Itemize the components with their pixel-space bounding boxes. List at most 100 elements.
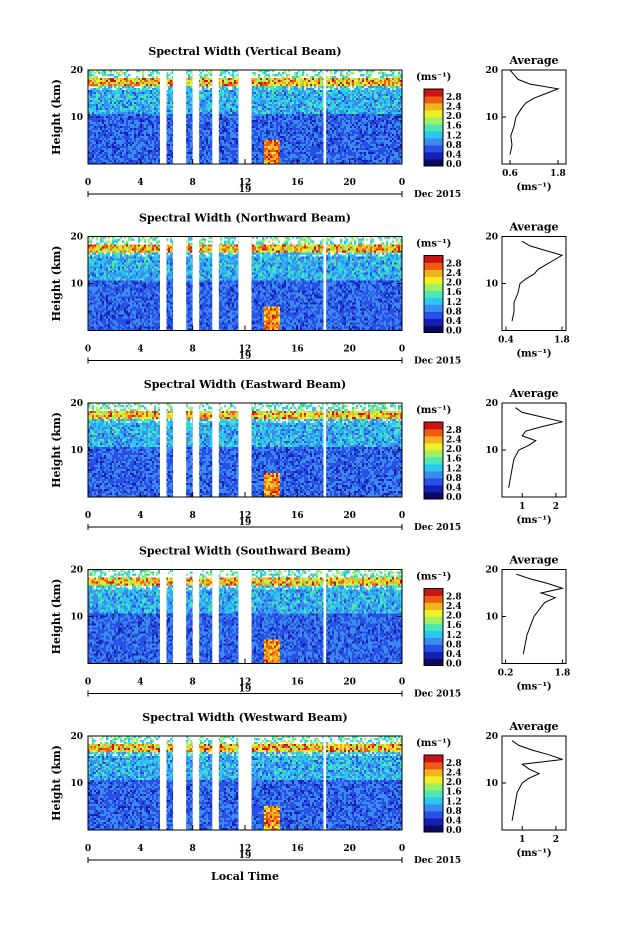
avg-profile-line <box>512 241 562 321</box>
panel-title: Spectral Width (Westward Beam) <box>142 711 347 724</box>
x-tick-label: 0 <box>85 678 91 688</box>
avg-y-tick-label: 10 <box>485 113 498 123</box>
avg-x-tick-label: 2 <box>553 502 559 512</box>
colorbar-swatch <box>424 89 443 96</box>
colorbar-swatch <box>424 471 443 478</box>
data-gap <box>173 69 186 164</box>
x-tick-label: 0 <box>399 178 405 188</box>
data-gap <box>212 735 219 830</box>
colorbar-tick-label: 0.0 <box>446 660 462 670</box>
data-gap <box>173 236 186 331</box>
colorbar-swatch <box>424 117 443 124</box>
colorbar-tick-label: 2.4 <box>446 436 462 446</box>
data-gap <box>173 569 186 664</box>
colorbar-swatch <box>424 464 443 471</box>
data-gap <box>238 402 251 497</box>
x-tick-label: 16 <box>291 678 304 688</box>
x-tick-label: 16 <box>291 345 304 355</box>
colorbar-tick-label: 0.8 <box>446 141 462 151</box>
avg-title: Average <box>508 221 558 234</box>
data-gap <box>160 236 167 331</box>
avg-profile-line <box>512 741 563 821</box>
y-axis-label: Height (km) <box>50 579 63 655</box>
x-tick-label: 0 <box>85 844 91 854</box>
avg-title: Average <box>508 387 558 400</box>
colorbar-tick-label: 2.8 <box>446 593 462 603</box>
colorbar-swatch <box>424 610 443 617</box>
x-tick-label: 0 <box>85 178 91 188</box>
avg-x-tick-label: 1 <box>519 502 525 512</box>
avg-y-tick-label: 20 <box>485 399 498 409</box>
colorbar-tick-label: 0.8 <box>446 474 462 484</box>
y-tick-label: 20 <box>70 399 83 409</box>
x-tick-label: 8 <box>190 678 196 688</box>
data-gap <box>193 69 200 164</box>
panel-title: Spectral Width (Vertical Beam) <box>148 45 341 58</box>
avg-y-tick-label: 20 <box>485 566 498 576</box>
colorbar-swatch <box>424 131 443 138</box>
y-tick-label: 20 <box>70 566 83 576</box>
x-tick-label: 0 <box>85 345 91 355</box>
panel-title: Spectral Width (Eastward Beam) <box>144 378 346 391</box>
colorbar-swatch <box>424 631 443 638</box>
panel-title: Spectral Width (Southward Beam) <box>139 545 351 558</box>
figure-svg: Spectral Width (Vertical Beam)1020Height… <box>0 0 622 929</box>
avg-x-tick-label: 1.8 <box>554 336 570 346</box>
colorbar-unit: (ms⁻¹) <box>416 572 451 583</box>
colorbar-tick-label: 0.0 <box>446 493 462 503</box>
y-tick-label: 20 <box>70 233 83 243</box>
date-label: Dec 2015 <box>414 523 461 533</box>
panel-title: Spectral Width (Northward Beam) <box>139 212 351 225</box>
avg-y-tick-label: 10 <box>485 613 498 623</box>
colorbar-tick-label: 1.6 <box>446 621 462 631</box>
data-gap <box>193 236 200 331</box>
colorbar-tick-label: 0.8 <box>446 807 462 817</box>
avg-unit: (ms⁻¹) <box>516 349 551 360</box>
avg-frame <box>502 403 566 497</box>
colorbar-swatch <box>424 152 443 159</box>
x-tick-label: 20 <box>343 844 356 854</box>
colorbar-swatch <box>424 319 443 326</box>
colorbar-swatch <box>424 624 443 631</box>
x-tick-label: 20 <box>343 345 356 355</box>
x-tick-label: 4 <box>137 511 143 521</box>
colorbar-tick-label: 2.4 <box>446 769 462 779</box>
x-tick-label: 4 <box>137 844 143 854</box>
colorbar-tick-label: 2.4 <box>446 269 462 279</box>
colorbar-swatch <box>424 270 443 277</box>
avg-x-tick-label: 0.4 <box>498 336 514 346</box>
x-tick-label: 8 <box>190 844 196 854</box>
colorbar-tick-label: 1.2 <box>446 298 462 308</box>
avg-profile-line <box>516 574 562 654</box>
x-axis-label: Local Time <box>211 870 279 883</box>
y-axis-label: Height (km) <box>50 412 63 488</box>
x-tick-label: 4 <box>137 678 143 688</box>
avg-x-tick-label: 1 <box>519 835 525 845</box>
avg-unit: (ms⁻¹) <box>516 848 551 859</box>
colorbar-tick-label: 0.4 <box>446 483 462 493</box>
y-axis-label: Height (km) <box>50 79 63 155</box>
x-tick-label: 16 <box>291 511 304 521</box>
colorbar-tick-label: 2.8 <box>446 759 462 769</box>
colorbar-swatch <box>424 96 443 103</box>
colorbar-swatch <box>424 277 443 284</box>
colorbar-swatch <box>424 811 443 818</box>
x-tick-label: 16 <box>291 844 304 854</box>
data-gap <box>193 735 200 830</box>
avg-x-tick-label: 0.6 <box>502 169 518 179</box>
data-gap <box>160 569 167 664</box>
x-tick-label: 0 <box>399 844 405 854</box>
colorbar-swatch <box>424 652 443 659</box>
x-tick-label: 20 <box>343 178 356 188</box>
panel-1: Spectral Width (Vertical Beam) 10 20 Height… <box>50 45 566 200</box>
colorbar-swatch <box>424 436 443 443</box>
day-marker: 19 <box>239 185 252 195</box>
colorbar-unit: (ms⁻¹) <box>416 738 451 749</box>
x-tick-label: 20 <box>343 511 356 521</box>
panel-3: Spectral Width (Eastward Beam)1020Height… <box>50 378 566 533</box>
data-gap <box>212 569 219 664</box>
colorbar-swatch <box>424 124 443 131</box>
data-gap <box>324 569 327 664</box>
avg-y-tick-label: 10 <box>485 280 498 290</box>
data-gap <box>212 402 219 497</box>
